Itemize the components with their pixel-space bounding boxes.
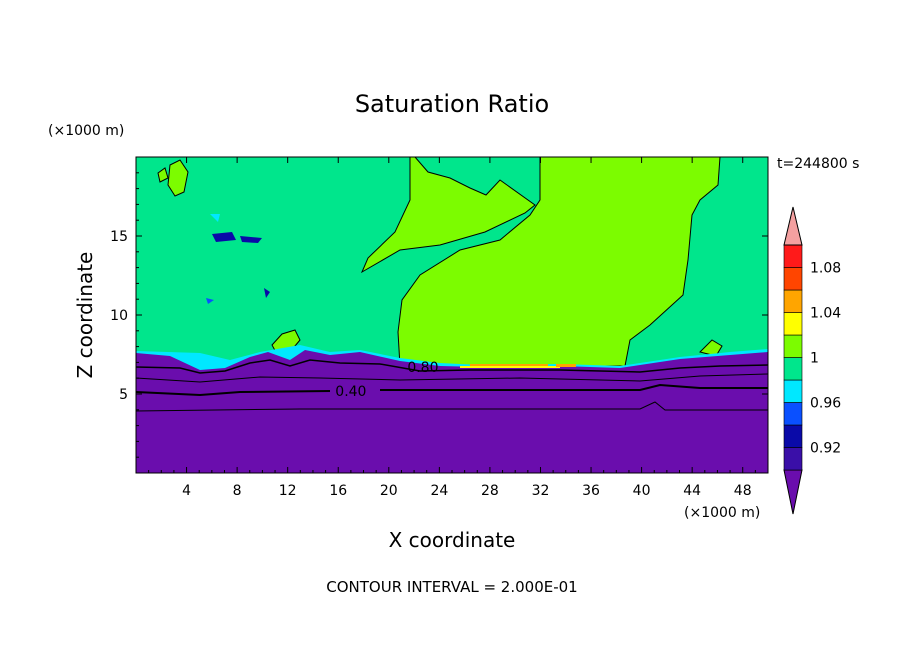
y-axis-label: Z coordinate [73,252,97,379]
colorbar-cap-low [783,469,803,515]
colorbar-swatch [783,312,803,336]
contour-line-0.80 [135,359,769,374]
colorbar-swatch [783,267,803,291]
contour-line [135,401,768,412]
colorbar-swatch [783,244,803,268]
x-tick-label: 48 [734,483,752,499]
contour-line-0.40 [135,383,768,397]
colorbar-tick-label: 0.96 [810,396,841,412]
colorbar-cap-high [783,206,803,246]
colorbar-tick-label: 0.92 [810,441,841,457]
supersaturated-strip [460,366,560,368]
x-tick-label: 32 [532,483,550,499]
y-tick-label: 5 [119,387,128,403]
x-tick-label: 40 [633,483,651,499]
contour-label: 0.40 [335,384,366,400]
x-tick-label: 16 [329,483,347,499]
colorbar-swatch [783,334,803,358]
dry-patch [264,288,270,298]
colorbar-swatch [783,402,803,426]
time-label: t=244800 s [777,156,859,172]
y-unit-label: (×1000 m) [48,123,124,139]
colorbar-tick-label: 1.08 [810,261,841,277]
island [157,167,169,183]
colorbar-swatch [783,289,803,313]
x-tick-label: 28 [481,483,499,499]
x-tick-label: 4 [182,483,191,499]
x-tick-label: 24 [430,483,448,499]
colorbar-swatch [783,447,803,471]
y-tick-label: 10 [110,308,128,324]
island [167,159,189,197]
colorbar-tick-label: 1.04 [810,306,841,322]
chart-title: Saturation Ratio [355,90,549,118]
x-axis-label: X coordinate [389,528,516,552]
x-tick-label: 44 [683,483,701,499]
y-tick-label: 15 [110,229,128,245]
contour-label: 0.80 [407,360,438,376]
x-unit-label: (×1000 m) [684,505,760,521]
x-tick-label: 20 [380,483,398,499]
colorbar-swatch [783,357,803,381]
dry-patch [206,298,214,304]
dry-patch [212,232,236,242]
colorbar-swatch [783,424,803,448]
x-tick-label: 8 [233,483,242,499]
x-tick-label: 36 [582,483,600,499]
dry-patch [240,236,262,243]
x-tick-label: 12 [279,483,297,499]
colorbar-swatch [783,379,803,403]
contour-line [135,373,769,383]
colorbar: 0.92 0.96 1 1.04 1.08 [783,206,841,515]
dry-patch [210,214,220,222]
contour-interval-label: CONTOUR INTERVAL = 2.000E-01 [326,578,577,596]
supersaturated-strip [556,364,576,367]
colorbar-tick-label: 1 [810,351,819,367]
